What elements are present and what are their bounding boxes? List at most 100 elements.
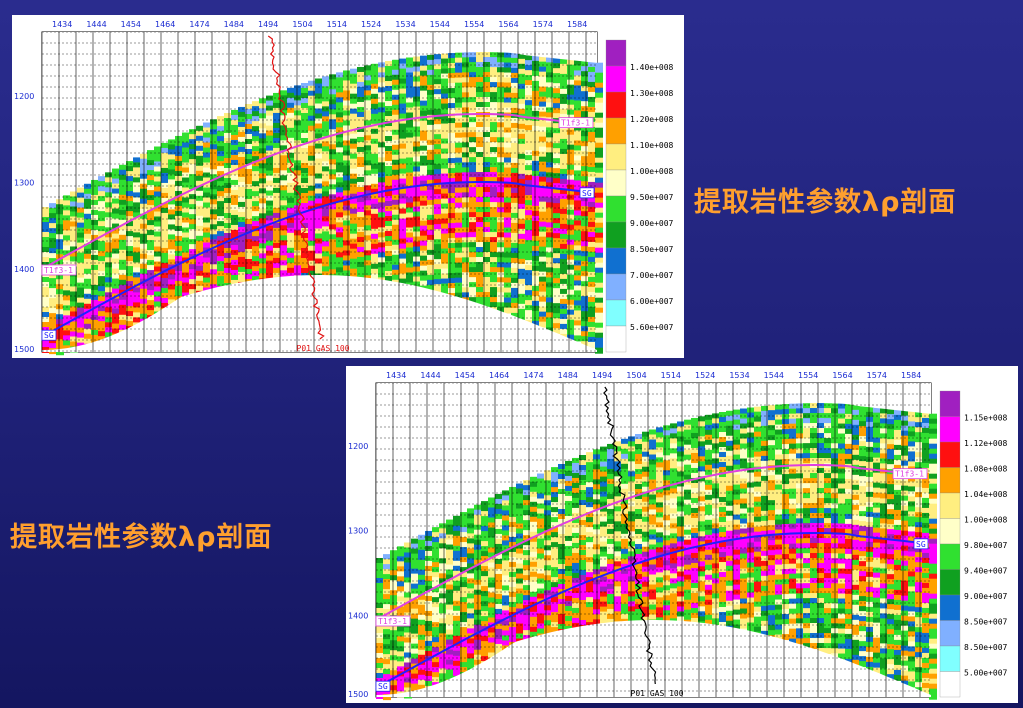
color-legend: 1.40e+008 1.30e+008 1.20e+008 1.10e+008 1.00… xyxy=(605,39,674,353)
legend-swatch xyxy=(605,247,627,275)
mask-top xyxy=(42,32,597,207)
horizon-t1f3-1 xyxy=(375,464,922,621)
horizon-label-sg-right: SG xyxy=(916,540,926,549)
horizon-sg xyxy=(41,181,593,338)
trace-tick-label: 1474 xyxy=(189,20,209,29)
trace-tick-label: 1534 xyxy=(395,20,415,29)
seismic-panel-top: 1434 1444 1454 1464 1474 1484 1494 1504 1514 1524… xyxy=(12,15,684,358)
time-tick-label: 1400 xyxy=(348,611,368,620)
trace-tick-label: 1484 xyxy=(224,20,244,29)
trace-tick-label: 1544 xyxy=(430,20,450,29)
trace-tick-label: 1574 xyxy=(867,371,887,380)
mask-top xyxy=(376,383,931,558)
legend-swatch xyxy=(605,117,627,145)
trace-tick-label: 1544 xyxy=(764,371,784,380)
time-tick-label: 1200 xyxy=(14,92,34,101)
horizon-label-sg-right: SG xyxy=(582,189,592,198)
color-legend: 1.15e+008 1.12e+008 1.08e+008 1.04e+008 1.00… xyxy=(939,390,1008,698)
amplitude-fill xyxy=(376,403,937,701)
horizon-label-t1f3-left: T1f3-1 xyxy=(378,617,407,626)
trace-tick-label: 1454 xyxy=(455,371,475,380)
legend-label: 5.00e+007 xyxy=(964,669,1008,678)
legend-swatch xyxy=(605,91,627,119)
legend-label: 9.80e+007 xyxy=(964,541,1008,550)
legend-swatch xyxy=(939,390,961,417)
legend-swatch xyxy=(605,221,627,249)
horizon-label-sg-left: SG xyxy=(378,682,388,691)
horizon-label-sg-left: SG xyxy=(44,331,54,340)
legend-label: 1.04e+008 xyxy=(964,490,1008,499)
legend-swatch xyxy=(939,594,961,621)
legend-swatch xyxy=(605,169,627,197)
legend-label: 5.60e+007 xyxy=(630,323,674,332)
trace-tick-label: 1564 xyxy=(498,20,518,29)
legend-label: 9.50e+007 xyxy=(630,193,674,202)
trace-tick-label: 1554 xyxy=(798,371,818,380)
legend-label: 8.50e+007 xyxy=(964,643,1008,652)
trace-tick-label: 1464 xyxy=(155,20,175,29)
trace-tick-label: 1504 xyxy=(292,20,312,29)
horizon-sg xyxy=(375,532,927,689)
legend-label: 1.12e+008 xyxy=(964,439,1008,448)
legend-swatch xyxy=(939,518,961,545)
time-tick-label: 1400 xyxy=(14,265,34,274)
legend-swatch xyxy=(939,569,961,596)
seismic-section-top: 1434 1444 1454 1464 1474 1484 1494 1504 1514 1524… xyxy=(14,20,674,356)
horizon-label-t1f3-right: T1f3-1 xyxy=(895,470,924,479)
legend-label: 9.00e+007 xyxy=(630,219,674,228)
trace-tick-label: 1504 xyxy=(626,371,646,380)
trace-tick-label: 1564 xyxy=(832,371,852,380)
legend-swatch xyxy=(605,195,627,223)
time-tick-label: 1500 xyxy=(14,345,34,354)
trace-tick-label: 1464 xyxy=(489,371,509,380)
trace-tick-label: 1584 xyxy=(901,371,921,380)
legend-label: 7.00e+007 xyxy=(630,271,674,280)
horizon-t1f3-1 xyxy=(41,113,588,270)
trace-tick-label: 1444 xyxy=(86,20,106,29)
legend-label: 9.40e+007 xyxy=(964,567,1008,576)
well-log-curve xyxy=(603,386,657,685)
trace-tick-label: 1584 xyxy=(567,20,587,29)
mask-bottom xyxy=(376,620,931,697)
legend-swatch xyxy=(939,620,961,647)
legend-label: 6.00e+007 xyxy=(630,297,674,306)
seismic-section-bottom: 1434 1444 1454 1464 1474 1484 1494 1504 1514 1524… xyxy=(348,371,1008,701)
legend-swatch xyxy=(605,325,627,353)
trace-tick-label: 1494 xyxy=(592,371,612,380)
time-tick-label: 1500 xyxy=(348,690,368,699)
well-label: P01 GAS 100 xyxy=(297,344,350,353)
slide-title-right: 提取岩性参数λρ剖面 xyxy=(694,187,957,218)
legend-swatch xyxy=(939,416,961,443)
legend-swatch xyxy=(939,645,961,672)
well-label: P01 GAS 100 xyxy=(631,689,684,698)
legend-label: 1.30e+008 xyxy=(630,89,674,98)
legend-swatch xyxy=(939,492,961,519)
legend-swatch xyxy=(939,671,961,698)
trace-tick-label: 1494 xyxy=(258,20,278,29)
legend-label: 8.50e+007 xyxy=(964,618,1008,627)
legend-label: 9.00e+007 xyxy=(964,592,1008,601)
trace-tick-label: 1554 xyxy=(464,20,484,29)
trace-tick-label: 1514 xyxy=(661,371,681,380)
legend-swatch xyxy=(939,543,961,570)
legend-label: 1.15e+008 xyxy=(964,414,1008,423)
mask-bottom xyxy=(42,275,597,352)
slide-title-left: 提取岩性参数λρ剖面 xyxy=(10,522,273,553)
trace-tick-label: 1514 xyxy=(327,20,347,29)
trace-tick-label: 1474 xyxy=(523,371,543,380)
trace-tick-label: 1524 xyxy=(695,371,715,380)
grid xyxy=(41,31,597,352)
seismic-panel-bottom: 1434 1444 1454 1464 1474 1484 1494 1504 1514 1524… xyxy=(346,366,1018,703)
trace-tick-label: 1434 xyxy=(52,20,72,29)
legend-label: 1.00e+008 xyxy=(964,516,1008,525)
trace-tick-label: 1444 xyxy=(420,371,440,380)
legend-label: 1.10e+008 xyxy=(630,141,674,150)
legend-label: 1.00e+008 xyxy=(630,167,674,176)
legend-label: 1.40e+008 xyxy=(630,63,674,72)
legend-swatch xyxy=(605,299,627,327)
horizon-label-t1f3-left: T1f3-1 xyxy=(44,266,73,275)
legend-swatch xyxy=(939,441,961,468)
grid xyxy=(375,382,931,697)
time-tick-label: 1200 xyxy=(348,442,368,451)
trace-tick-label: 1524 xyxy=(361,20,381,29)
